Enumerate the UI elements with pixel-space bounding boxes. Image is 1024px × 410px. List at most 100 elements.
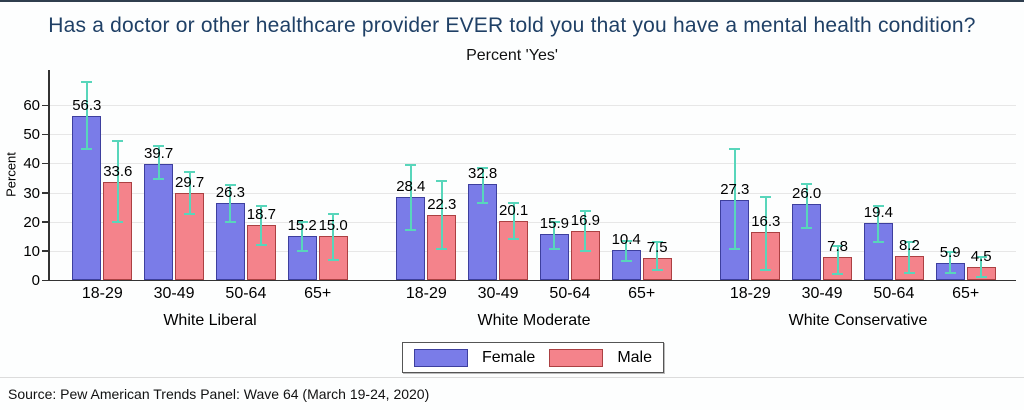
value-label: 4.5 [970, 247, 992, 265]
y-tick-mark [42, 192, 48, 194]
value-label: 29.7 [174, 174, 205, 192]
error-bar-cap-top [801, 182, 813, 185]
value-label: 32.8 [467, 165, 498, 183]
gridline [49, 221, 1016, 223]
error-bar [332, 214, 335, 260]
error-bar-cap-bottom [975, 276, 987, 279]
error-bar-cap-top [579, 210, 591, 213]
value-label: 7.8 [827, 238, 849, 256]
age-tick-label: 65+ [952, 285, 980, 302]
error-bar-cap-top [620, 239, 632, 242]
value-label: 39.7 [143, 145, 174, 163]
error-bar-cap-top [327, 213, 339, 216]
y-tick-mark [42, 104, 48, 106]
error-bar-cap-bottom [832, 273, 844, 276]
error-bar-cap-bottom [224, 220, 236, 223]
value-label: 16.3 [751, 213, 781, 231]
y-tick-label: 60 [23, 97, 40, 114]
bar-male [570, 230, 600, 280]
error-bar [157, 145, 160, 180]
error-bar-cap-top [184, 171, 196, 174]
y-tick-label: 50 [23, 126, 40, 144]
error-bar-cap-top [224, 184, 236, 187]
error-bar-cap-bottom [944, 271, 956, 274]
y-tick-mark [42, 162, 48, 165]
error-bar [805, 183, 808, 228]
error-bar-cap-top [548, 220, 560, 223]
chart-subtitle: Percent 'Yes' [466, 47, 558, 64]
value-label: 5.9 [939, 243, 961, 261]
y-tick-mark [42, 133, 48, 136]
error-bar [733, 148, 736, 250]
error-bar [85, 81, 88, 149]
age-tick-label: 30-49 [477, 285, 519, 302]
value-label: 28.4 [396, 178, 426, 196]
value-label: 26.3 [215, 184, 245, 202]
group-label: White Moderate [477, 312, 591, 329]
error-bar-cap-top [81, 80, 93, 83]
error-bar-cap-bottom [620, 260, 632, 263]
value-label: 8.2 [898, 237, 920, 255]
error-bar-cap-top [903, 241, 915, 244]
value-label: 16.9 [570, 211, 600, 229]
error-bar-cap-top [975, 255, 987, 258]
error-bar [260, 205, 263, 245]
error-bar-cap-bottom [184, 213, 196, 216]
error-bar [980, 256, 983, 278]
value-label: 18.7 [246, 206, 276, 224]
male-legend-swatch [549, 348, 604, 367]
y-tick-label: 30 [23, 184, 40, 202]
source-note: Source: Pew American Trends Panel: Wave … [8, 386, 430, 402]
error-bar-cap-bottom [548, 248, 560, 251]
error-bar-cap-bottom [579, 249, 591, 252]
error-bar-cap-bottom [153, 178, 165, 181]
error-bar [656, 242, 659, 270]
gridline [49, 192, 1016, 194]
error-bar [188, 172, 191, 215]
error-bar [836, 246, 839, 275]
error-bar-cap-bottom [801, 226, 813, 229]
error-bar-cap-bottom [112, 220, 124, 223]
value-label: 19.4 [863, 204, 893, 222]
error-bar-cap-top [405, 163, 417, 166]
error-bar-cap-bottom [729, 248, 741, 251]
y-tick-mark [42, 279, 48, 281]
bar-female [611, 249, 641, 280]
gridline [49, 163, 1016, 165]
error-bar [584, 211, 587, 251]
error-bar-cap-top [255, 204, 267, 207]
error-bar [949, 252, 952, 273]
age-tick-label: 18-29 [81, 285, 123, 302]
value-label: 33.6 [103, 163, 133, 180]
footer-separator [0, 377, 1024, 378]
gridline [49, 134, 1016, 136]
error-bar [409, 164, 412, 231]
error-bar [877, 205, 880, 243]
error-bar-cap-top [651, 241, 663, 244]
age-tick-label: 65+ [628, 285, 656, 302]
value-label: 27.3 [720, 181, 750, 199]
age-tick-label: 18-29 [405, 285, 447, 302]
x-axis-line [48, 279, 1016, 281]
error-bar-cap-bottom [327, 258, 339, 261]
error-bar-cap-bottom [651, 268, 663, 271]
value-label: 20.1 [498, 202, 529, 220]
age-tick-label: 50-64 [873, 285, 915, 302]
error-bar [481, 167, 484, 203]
error-bar [625, 240, 628, 262]
error-bar [440, 180, 443, 250]
female-legend-swatch [413, 348, 468, 367]
value-label: 7.5 [646, 239, 668, 257]
error-bar [764, 196, 767, 270]
error-bar [512, 202, 515, 240]
error-bar-cap-bottom [477, 201, 489, 204]
age-tick-label: 30-49 [153, 285, 195, 302]
age-tick-label: 18-29 [729, 285, 771, 302]
age-tick-label: 30-49 [801, 285, 843, 302]
error-bar [116, 141, 119, 222]
error-bar-cap-top [729, 147, 741, 150]
error-bar-cap-bottom [903, 271, 915, 274]
error-bar-cap-top [832, 245, 844, 248]
age-tick-label: 50-64 [225, 285, 267, 302]
error-bar [301, 221, 304, 251]
